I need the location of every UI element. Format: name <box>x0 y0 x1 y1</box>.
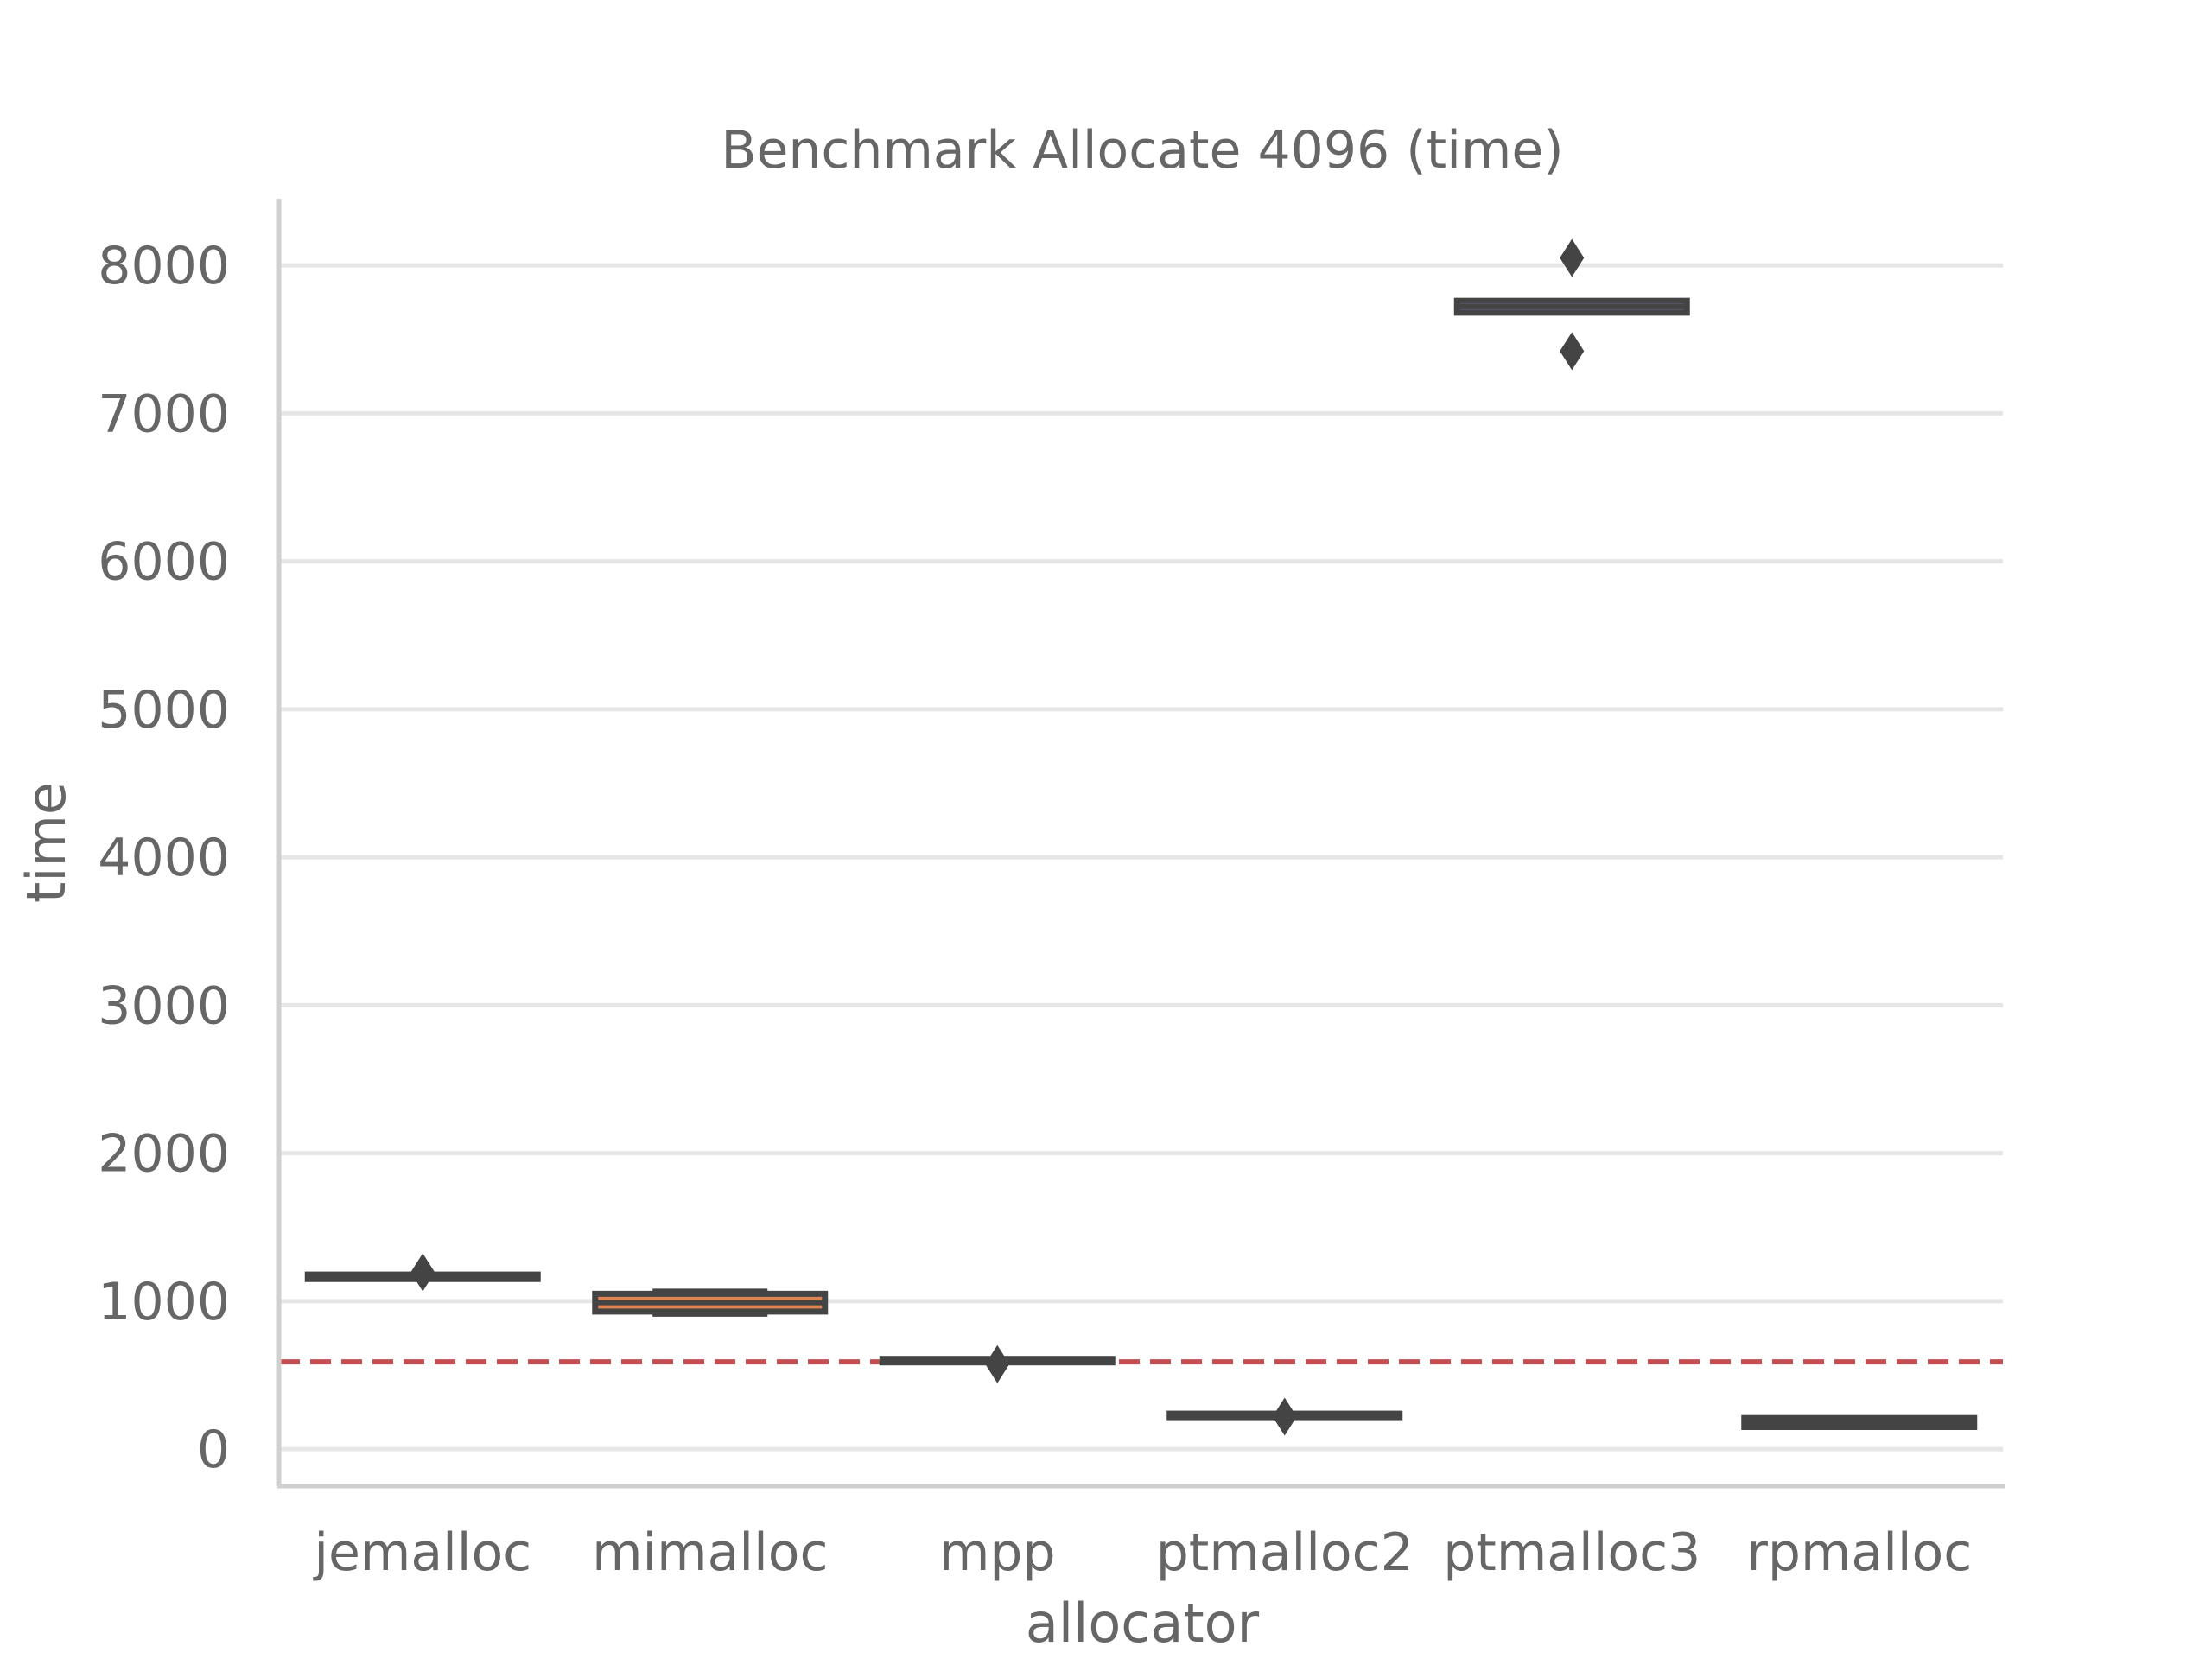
x-tick-label: ptmalloc3 <box>1443 1522 1700 1583</box>
box-ptmalloc3 <box>1453 238 1690 371</box>
outlier-point <box>410 1253 435 1292</box>
outlier-point <box>985 1344 1010 1383</box>
y-tick-label: 6000 <box>98 532 230 593</box>
gridlines <box>279 263 2003 1452</box>
outlier-point <box>1560 332 1585 371</box>
x-tick-labels: jemalloc mimalloc mpp ptmalloc2 ptmalloc3 rpm… <box>312 1522 1972 1583</box>
y-tick-label: 7000 <box>98 384 230 444</box>
y-tick-label: 0 <box>197 1420 230 1480</box>
x-tick-label: rpmalloc <box>1746 1522 1972 1583</box>
box-rpmalloc <box>1741 1414 1978 1430</box>
chart-title: Benchmark Allocate 4096 (time) <box>721 120 1563 181</box>
y-tick-label: 3000 <box>98 976 230 1036</box>
x-tick-label: ptmalloc2 <box>1156 1522 1414 1583</box>
y-tick-label: 5000 <box>98 680 230 741</box>
box-ptmalloc2 <box>1166 1397 1403 1436</box>
y-axis-label: time <box>15 782 78 903</box>
x-axis-label: allocator <box>1026 1592 1260 1655</box>
y-tick-label: 4000 <box>98 828 230 888</box>
outlier-point <box>1560 238 1585 277</box>
box-jemalloc <box>304 1253 541 1292</box>
boxplots <box>304 238 1978 1436</box>
box-mpp <box>879 1344 1116 1383</box>
box-mimalloc <box>592 1288 829 1317</box>
x-tick-label: jemalloc <box>312 1522 531 1583</box>
outlier-point <box>1272 1397 1297 1436</box>
x-tick-label: mimalloc <box>592 1522 828 1583</box>
x-tick-label: mpp <box>939 1522 1056 1583</box>
y-tick-label: 2000 <box>98 1124 230 1185</box>
y-tick-label: 1000 <box>98 1272 230 1332</box>
y-tick-label: 8000 <box>98 236 230 296</box>
y-tick-labels: 0 1000 2000 3000 4000 5000 6000 7000 8000 <box>98 236 230 1480</box>
